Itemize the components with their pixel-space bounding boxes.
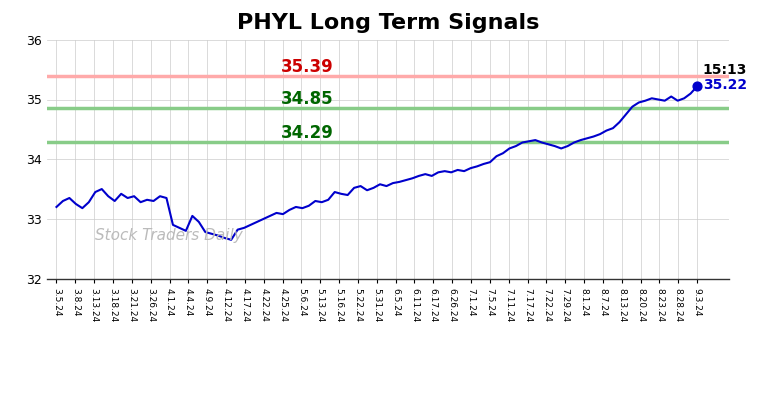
Title: PHYL Long Term Signals: PHYL Long Term Signals <box>237 13 539 33</box>
Text: 34.29: 34.29 <box>281 124 333 142</box>
Text: Stock Traders Daily: Stock Traders Daily <box>95 228 242 243</box>
Text: 34.85: 34.85 <box>281 90 333 108</box>
Point <box>691 83 703 90</box>
Text: 35.22: 35.22 <box>702 78 747 92</box>
Text: 35.39: 35.39 <box>281 58 333 76</box>
Text: 15:13: 15:13 <box>702 63 747 78</box>
